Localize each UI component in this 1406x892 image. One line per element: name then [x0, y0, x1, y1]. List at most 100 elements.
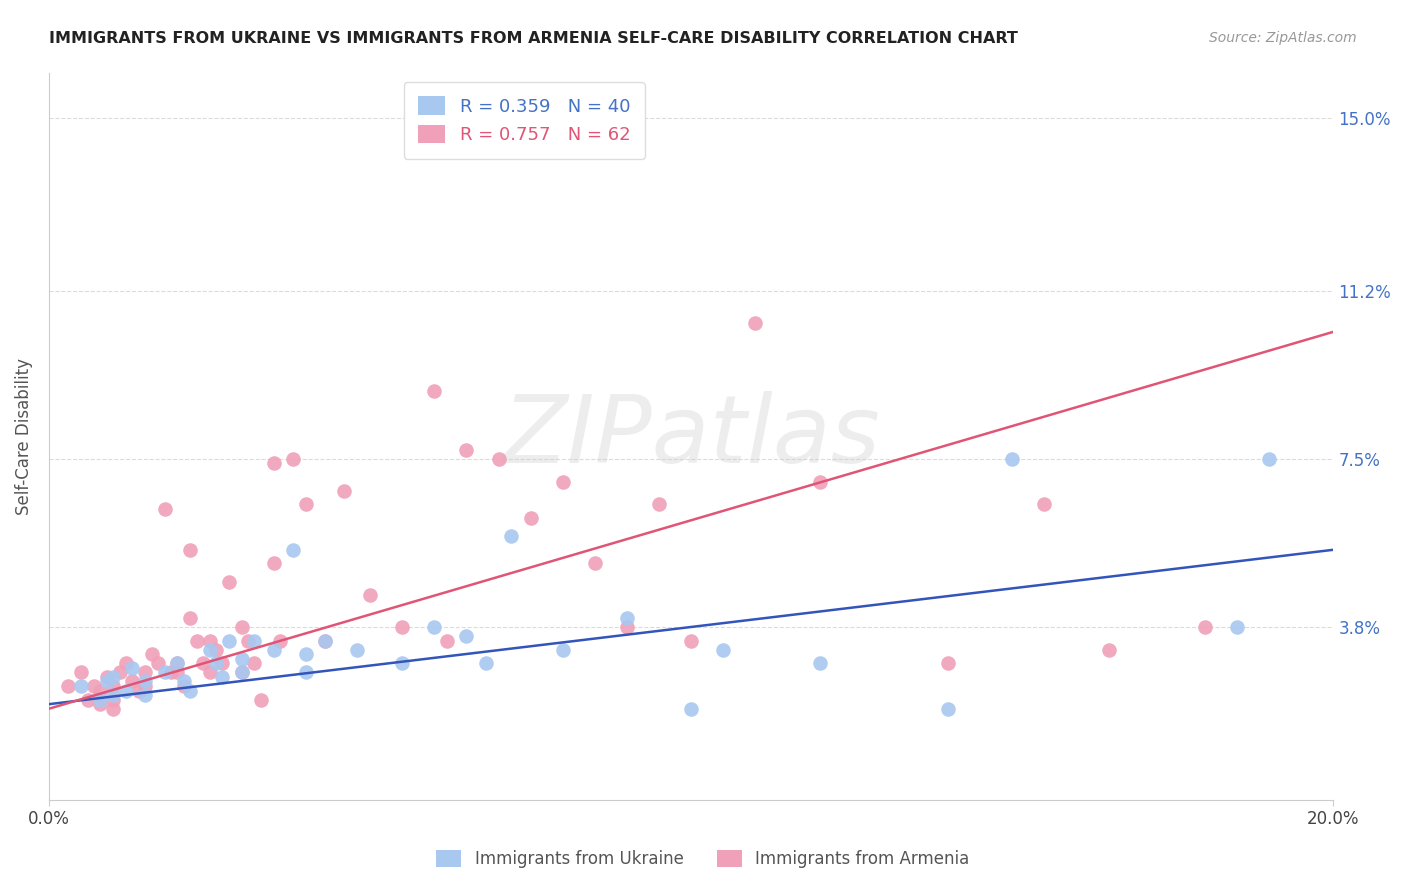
Point — [808, 657, 831, 671]
Point — [134, 674, 156, 689]
Point — [166, 657, 188, 671]
Point — [333, 483, 356, 498]
Point — [121, 674, 143, 689]
Point — [423, 620, 446, 634]
Point — [936, 702, 959, 716]
Point — [263, 457, 285, 471]
Point — [1033, 497, 1056, 511]
Point — [103, 688, 125, 702]
Point — [1001, 452, 1024, 467]
Point — [173, 679, 195, 693]
Point — [243, 657, 266, 671]
Point — [58, 679, 80, 693]
Point — [153, 665, 176, 680]
Point — [1194, 620, 1216, 634]
Point — [89, 692, 111, 706]
Point — [744, 316, 766, 330]
Point — [173, 674, 195, 689]
Point — [103, 692, 125, 706]
Point — [146, 657, 169, 671]
Point — [231, 665, 253, 680]
Point — [141, 647, 163, 661]
Point — [89, 683, 111, 698]
Text: ZIPatlas: ZIPatlas — [502, 391, 880, 482]
Point — [391, 620, 413, 634]
Point — [96, 670, 118, 684]
Point — [205, 657, 228, 671]
Point — [96, 674, 118, 689]
Point — [263, 557, 285, 571]
Point — [423, 384, 446, 398]
Point — [269, 633, 291, 648]
Point — [681, 702, 703, 716]
Point — [808, 475, 831, 489]
Point — [128, 683, 150, 698]
Point — [153, 502, 176, 516]
Point — [160, 665, 183, 680]
Point — [501, 529, 523, 543]
Point — [76, 692, 98, 706]
Point — [551, 475, 574, 489]
Legend: R = 0.359   N = 40, R = 0.757   N = 62: R = 0.359 N = 40, R = 0.757 N = 62 — [404, 82, 645, 159]
Point — [1258, 452, 1281, 467]
Point — [231, 652, 253, 666]
Point — [179, 683, 201, 698]
Point — [211, 670, 233, 684]
Point — [359, 588, 381, 602]
Point — [456, 629, 478, 643]
Point — [198, 642, 221, 657]
Point — [488, 452, 510, 467]
Text: IMMIGRANTS FROM UKRAINE VS IMMIGRANTS FROM ARMENIA SELF-CARE DISABILITY CORRELAT: IMMIGRANTS FROM UKRAINE VS IMMIGRANTS FR… — [49, 31, 1018, 46]
Point — [134, 679, 156, 693]
Point — [103, 702, 125, 716]
Point — [134, 688, 156, 702]
Point — [681, 633, 703, 648]
Point — [263, 642, 285, 657]
Point — [103, 670, 125, 684]
Point — [295, 647, 318, 661]
Point — [936, 657, 959, 671]
Point — [198, 665, 221, 680]
Point — [346, 642, 368, 657]
Point — [1226, 620, 1249, 634]
Point — [108, 665, 131, 680]
Point — [231, 665, 253, 680]
Point — [218, 633, 240, 648]
Legend: Immigrants from Ukraine, Immigrants from Armenia: Immigrants from Ukraine, Immigrants from… — [430, 843, 976, 875]
Point — [314, 633, 336, 648]
Point — [134, 665, 156, 680]
Point — [166, 657, 188, 671]
Point — [186, 633, 208, 648]
Point — [115, 657, 138, 671]
Point — [616, 620, 638, 634]
Point — [231, 620, 253, 634]
Point — [89, 697, 111, 711]
Point — [583, 557, 606, 571]
Point — [314, 633, 336, 648]
Point — [391, 657, 413, 671]
Point — [1097, 642, 1119, 657]
Point — [295, 665, 318, 680]
Point — [218, 574, 240, 589]
Point — [83, 679, 105, 693]
Point — [205, 642, 228, 657]
Point — [236, 633, 259, 648]
Y-axis label: Self-Care Disability: Self-Care Disability — [15, 358, 32, 515]
Point — [115, 683, 138, 698]
Point — [121, 661, 143, 675]
Point — [211, 657, 233, 671]
Point — [436, 633, 458, 648]
Point — [250, 692, 273, 706]
Point — [166, 665, 188, 680]
Point — [295, 497, 318, 511]
Point — [243, 633, 266, 648]
Point — [281, 452, 304, 467]
Point — [456, 442, 478, 457]
Point — [191, 657, 214, 671]
Point — [474, 657, 496, 671]
Point — [551, 642, 574, 657]
Point — [103, 679, 125, 693]
Point — [179, 542, 201, 557]
Point — [519, 511, 541, 525]
Point — [648, 497, 671, 511]
